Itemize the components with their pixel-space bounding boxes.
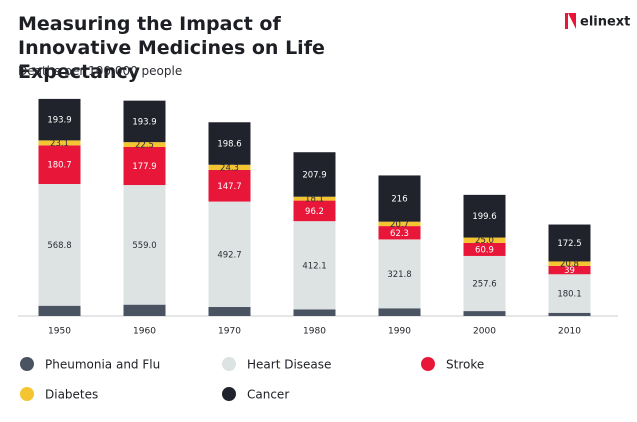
bar-segment <box>38 184 81 306</box>
data-label: 96.2 <box>305 207 324 217</box>
data-label: 25.0 <box>475 236 494 246</box>
bar-segment <box>378 175 421 222</box>
bar-segment <box>293 196 336 201</box>
data-label: 20.8 <box>560 260 579 270</box>
legend-marker <box>421 357 435 371</box>
data-label: 39 <box>564 266 575 276</box>
logo-icon <box>565 13 576 29</box>
data-label: 193.9 <box>47 116 71 126</box>
data-label: 568.8 <box>47 241 71 251</box>
bar-segment <box>463 242 506 256</box>
bar-segment <box>378 239 421 309</box>
legend-label: Cancer <box>247 388 289 402</box>
data-label: 321.8 <box>387 270 411 280</box>
legend-label: Stroke <box>446 358 484 372</box>
data-label: 23.1 <box>50 139 69 149</box>
data-label: 193.9 <box>132 117 156 127</box>
x-tick-label: 1990 <box>388 327 411 337</box>
bar-segment <box>123 100 166 143</box>
bar-segment <box>293 221 336 310</box>
data-label: 22.5 <box>135 141 154 151</box>
bar-segment <box>378 226 421 240</box>
bar-segment <box>208 122 251 165</box>
bar-segment <box>123 146 166 186</box>
bar-segment <box>208 169 251 202</box>
data-label: 180.7 <box>47 161 71 171</box>
legend-label: Diabetes <box>45 388 98 402</box>
logo-text: elinext <box>580 15 630 30</box>
legend-marker <box>222 357 236 371</box>
bar-segment <box>463 311 506 316</box>
bar-segment <box>293 200 336 222</box>
data-label: 216 <box>391 195 407 205</box>
bar-segment <box>378 308 421 316</box>
legend-label: Heart Disease <box>247 358 331 372</box>
bar-segment <box>38 305 81 316</box>
x-tick-label: 1950 <box>48 327 71 337</box>
data-label: 180.1 <box>557 290 581 300</box>
x-tick-label: 1960 <box>133 327 156 337</box>
bar-segment <box>463 255 506 312</box>
bar-segment <box>208 201 251 308</box>
bar-segment <box>463 194 506 238</box>
data-label: 177.9 <box>132 162 156 172</box>
data-label: 412.1 <box>302 261 326 271</box>
data-label: 199.6 <box>472 212 496 222</box>
data-label: 172.5 <box>557 239 581 249</box>
bar-segment <box>38 145 81 185</box>
data-label: 559.0 <box>132 241 156 251</box>
chart-subtitle: Deaths per 100,000 people <box>18 64 183 78</box>
legend-marker <box>20 387 34 401</box>
bar-segment <box>548 312 591 316</box>
bar-segment <box>123 185 166 305</box>
data-label: 492.7 <box>217 250 241 260</box>
bar-segment <box>293 152 336 197</box>
bar-segment <box>208 307 251 316</box>
x-tick-label: 1980 <box>303 327 326 337</box>
bar-segment <box>548 224 591 262</box>
data-label: 62.3 <box>390 229 409 239</box>
data-label: 257.6 <box>472 280 496 290</box>
bar-segment <box>38 140 81 146</box>
data-label: 24.3 <box>220 163 239 173</box>
data-label: 207.9 <box>302 170 326 180</box>
legend-marker <box>222 387 236 401</box>
bar-segment <box>548 261 591 266</box>
legend-label: Pheumonia and Flu <box>45 358 160 372</box>
data-label: 147.7 <box>217 182 241 192</box>
bar-segment <box>548 265 591 275</box>
data-label: 20.7 <box>390 220 409 230</box>
data-label: 18.1 <box>305 195 324 205</box>
x-tick-label: 2000 <box>473 327 496 337</box>
x-tick-label: 1970 <box>218 327 241 337</box>
bar-segment <box>38 98 81 141</box>
chart-title: Measuring the Impact of Innovative Medic… <box>18 13 325 83</box>
legend-marker <box>20 357 34 371</box>
bar-segment <box>378 221 421 227</box>
bar-segment <box>463 237 506 243</box>
data-label: 60.9 <box>475 245 494 255</box>
bar-segment <box>293 309 336 316</box>
bar-segment <box>548 274 591 313</box>
data-label: 198.6 <box>217 140 241 150</box>
bar-segment <box>123 142 166 147</box>
x-tick-label: 2010 <box>558 327 581 337</box>
bar-segment <box>123 304 166 316</box>
bar-segment <box>208 164 251 170</box>
